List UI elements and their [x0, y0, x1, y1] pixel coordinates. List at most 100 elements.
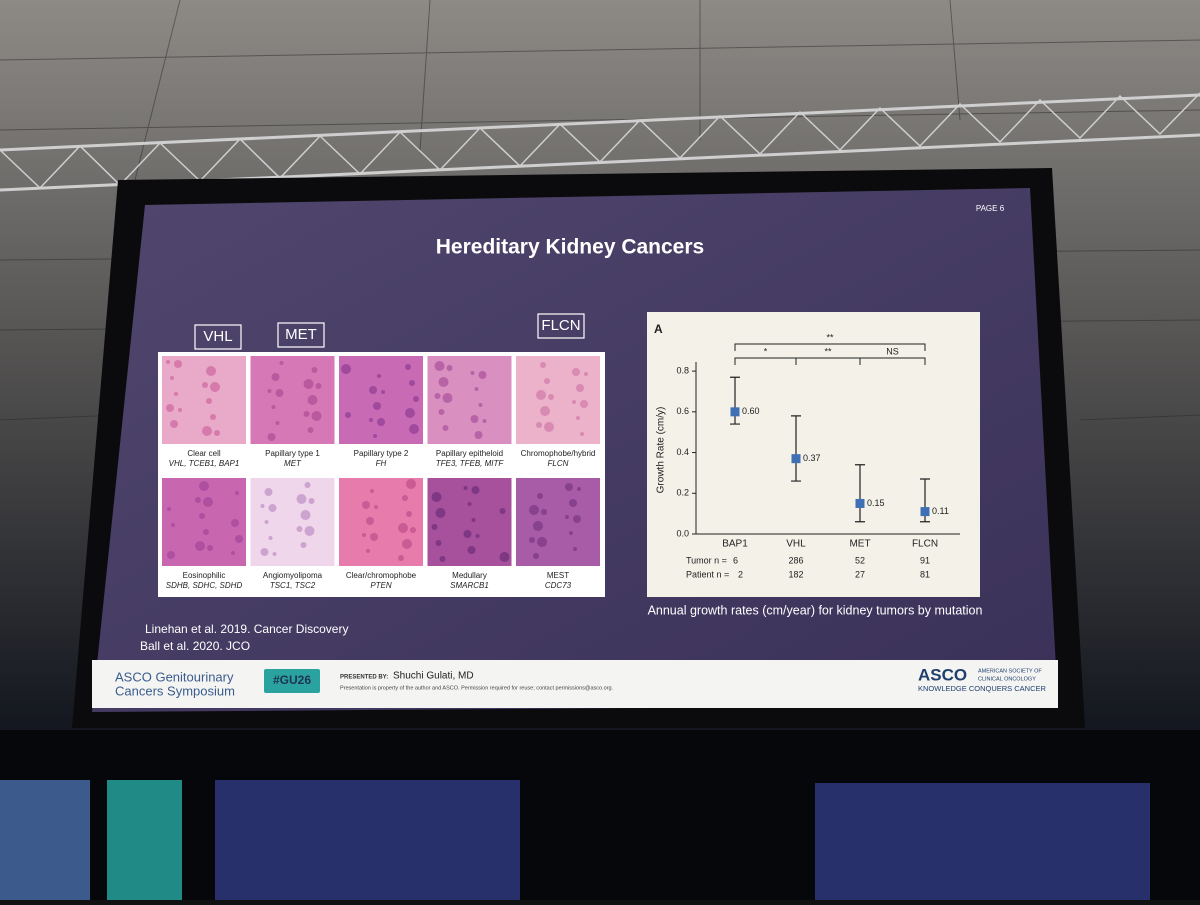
- y-tick-label: 0.8: [676, 365, 689, 375]
- histology-texture: [311, 411, 322, 421]
- panel-name: Eosinophilic: [183, 571, 226, 580]
- panel-genes: SMARCB1: [450, 581, 489, 590]
- histology-texture: [271, 373, 280, 381]
- histology-texture: [231, 519, 239, 527]
- histology-texture: [474, 387, 479, 391]
- significance-label: *: [764, 346, 768, 356]
- histology-texture: [279, 361, 284, 365]
- n-row-label: Patient n =: [686, 569, 729, 579]
- histology-texture: [373, 434, 377, 438]
- histology-image: [339, 356, 423, 444]
- panel-name: Angiomyolipoma: [263, 571, 323, 580]
- histology-texture: [381, 390, 385, 394]
- histology-texture: [533, 521, 543, 531]
- histology-texture: [199, 513, 205, 519]
- side-screen: [0, 780, 90, 900]
- histology-texture: [434, 393, 441, 399]
- histology-texture: [499, 552, 510, 562]
- histology-texture: [409, 380, 415, 386]
- histology-texture: [345, 412, 351, 418]
- histology-texture: [471, 486, 480, 494]
- significance-label: **: [824, 346, 832, 356]
- histology-texture: [369, 418, 373, 422]
- significance-bracket: [734, 343, 926, 351]
- histology-texture: [467, 546, 476, 554]
- histology-texture: [268, 536, 273, 540]
- histology-texture: [268, 504, 277, 512]
- side-screen: [815, 783, 1150, 900]
- y-tick-label: 0.2: [676, 488, 689, 498]
- chart-caption: Annual growth rates (cm/year) for kidney…: [648, 603, 983, 617]
- tagline: KNOWLEDGE CONQUERS CANCER: [918, 684, 1047, 693]
- histology-texture: [499, 508, 506, 514]
- reference: Linehan et al. 2019. Cancer Discovery: [145, 622, 348, 636]
- panel-name: Papillary type 2: [354, 449, 409, 458]
- histology-texture: [402, 495, 408, 501]
- histology-texture: [409, 424, 419, 434]
- histology-texture: [369, 386, 377, 394]
- histology-texture: [402, 539, 412, 549]
- histology-texture: [304, 482, 311, 488]
- histology-image: [250, 356, 335, 444]
- histology-texture: [202, 426, 212, 436]
- led-wall: [107, 780, 182, 900]
- histology-texture: [307, 395, 318, 405]
- histology-texture: [195, 541, 205, 551]
- histology-texture: [536, 422, 542, 428]
- histology-texture: [470, 415, 479, 423]
- histology-texture: [264, 520, 269, 524]
- x-tick-label: FLCN: [912, 539, 938, 550]
- histology-texture: [167, 507, 171, 511]
- histology-image: [516, 478, 600, 566]
- histology-texture: [174, 360, 182, 368]
- histology-texture: [435, 540, 442, 546]
- histology-texture: [203, 497, 213, 507]
- histology-texture: [569, 531, 573, 535]
- histology-texture: [478, 371, 487, 379]
- gene-box: [194, 324, 242, 350]
- histology-texture: [202, 382, 208, 388]
- y-tick-label: 0.4: [676, 447, 689, 457]
- panel-name: Medullary: [452, 571, 487, 580]
- histology-texture: [341, 364, 351, 374]
- histology-texture: [307, 427, 314, 433]
- histology-texture: [377, 374, 381, 378]
- histology-texture: [470, 371, 475, 375]
- slide-title: Hereditary Kidney Cancers: [436, 236, 704, 259]
- histology-texture: [478, 403, 483, 407]
- n-value: 2: [738, 569, 743, 579]
- histology-texture: [410, 527, 416, 533]
- histology-texture: [300, 542, 307, 548]
- histology-texture: [311, 367, 318, 373]
- gene-label: FLCN: [541, 317, 580, 334]
- point: [920, 507, 930, 517]
- histology-texture: [529, 505, 539, 515]
- society: CLINICAL ONCOLOGY: [978, 676, 1036, 682]
- histology-texture: [174, 392, 178, 396]
- histology-texture: [308, 498, 315, 504]
- histology-texture: [210, 414, 216, 420]
- reference: Ball et al. 2020. JCO: [140, 639, 250, 653]
- histology-texture: [474, 431, 483, 439]
- panel-name: MEST: [547, 571, 569, 580]
- histology-texture: [210, 382, 220, 392]
- histology-texture: [584, 372, 588, 376]
- histology-texture: [438, 377, 449, 387]
- histology-texture: [541, 509, 547, 515]
- society: AMERICAN SOCIETY OF: [978, 668, 1042, 674]
- panel-genes: TFE3, TFEB, MITF: [436, 459, 505, 468]
- histology-texture: [405, 364, 411, 370]
- histology-texture: [548, 394, 554, 400]
- histology-texture: [398, 555, 404, 561]
- panel-genes: FLCN: [548, 459, 569, 468]
- panel-name: Papillary type 1: [265, 449, 320, 458]
- histology-image: [516, 356, 600, 444]
- histology-texture: [167, 551, 175, 559]
- histology-texture: [272, 552, 277, 556]
- gene-label: VHL: [203, 328, 232, 345]
- significance-label: NS: [886, 346, 899, 356]
- slide-footer: [92, 660, 1058, 708]
- histology-texture: [438, 409, 445, 415]
- histology-texture: [304, 526, 315, 536]
